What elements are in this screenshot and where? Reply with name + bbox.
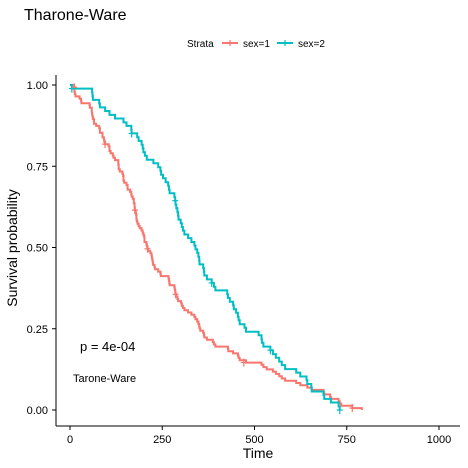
x-tick-label: 250 (153, 434, 171, 446)
legend-title: Strata (187, 39, 214, 50)
legend: Strata sex=1 sex=2 (187, 39, 325, 50)
x-axis-title: Time (243, 445, 274, 461)
censor-mark (68, 84, 75, 93)
y-tick-label: 0.00 (27, 405, 48, 417)
censor-mark (240, 358, 247, 367)
legend-label: sex=2 (298, 39, 325, 50)
x-tick-label: 1000 (427, 434, 451, 446)
censor-mark (336, 406, 343, 414)
censor-mark (131, 206, 138, 215)
censor-mark (144, 244, 151, 253)
x-tick-label: 750 (338, 434, 356, 446)
censor-mark (172, 196, 179, 205)
censor-mark (349, 404, 356, 413)
censor-mark (208, 278, 215, 287)
legend-key-censor (282, 40, 288, 46)
y-tick-label: 1.00 (27, 80, 48, 92)
y-tick-label: 0.75 (27, 161, 48, 173)
y-tick-label: 0.25 (27, 324, 48, 336)
legend-label: sex=1 (243, 39, 270, 50)
survival-curve-1 (70, 84, 363, 410)
censor-mark (128, 129, 135, 138)
chart-title: Tharone-Ware (24, 7, 127, 24)
censor-mark (102, 140, 109, 149)
y-axis-title: Survival probability (4, 189, 20, 307)
p-value-annotation: p = 4e-04 (80, 339, 135, 354)
survival-curve-2 (70, 84, 341, 410)
censor-mark (267, 346, 274, 355)
censor-mark (172, 290, 179, 299)
method-annotation: Tarone-Ware (73, 373, 136, 385)
plot-area: 0.00 0.25 0.50 0.75 1.00 0 250 500 750 1000 (27, 75, 460, 446)
y-tick-label: 0.50 (27, 243, 48, 255)
x-tick-label: 0 (67, 434, 73, 446)
legend-key-censor (227, 40, 233, 46)
x-tick-label: 500 (245, 434, 263, 446)
